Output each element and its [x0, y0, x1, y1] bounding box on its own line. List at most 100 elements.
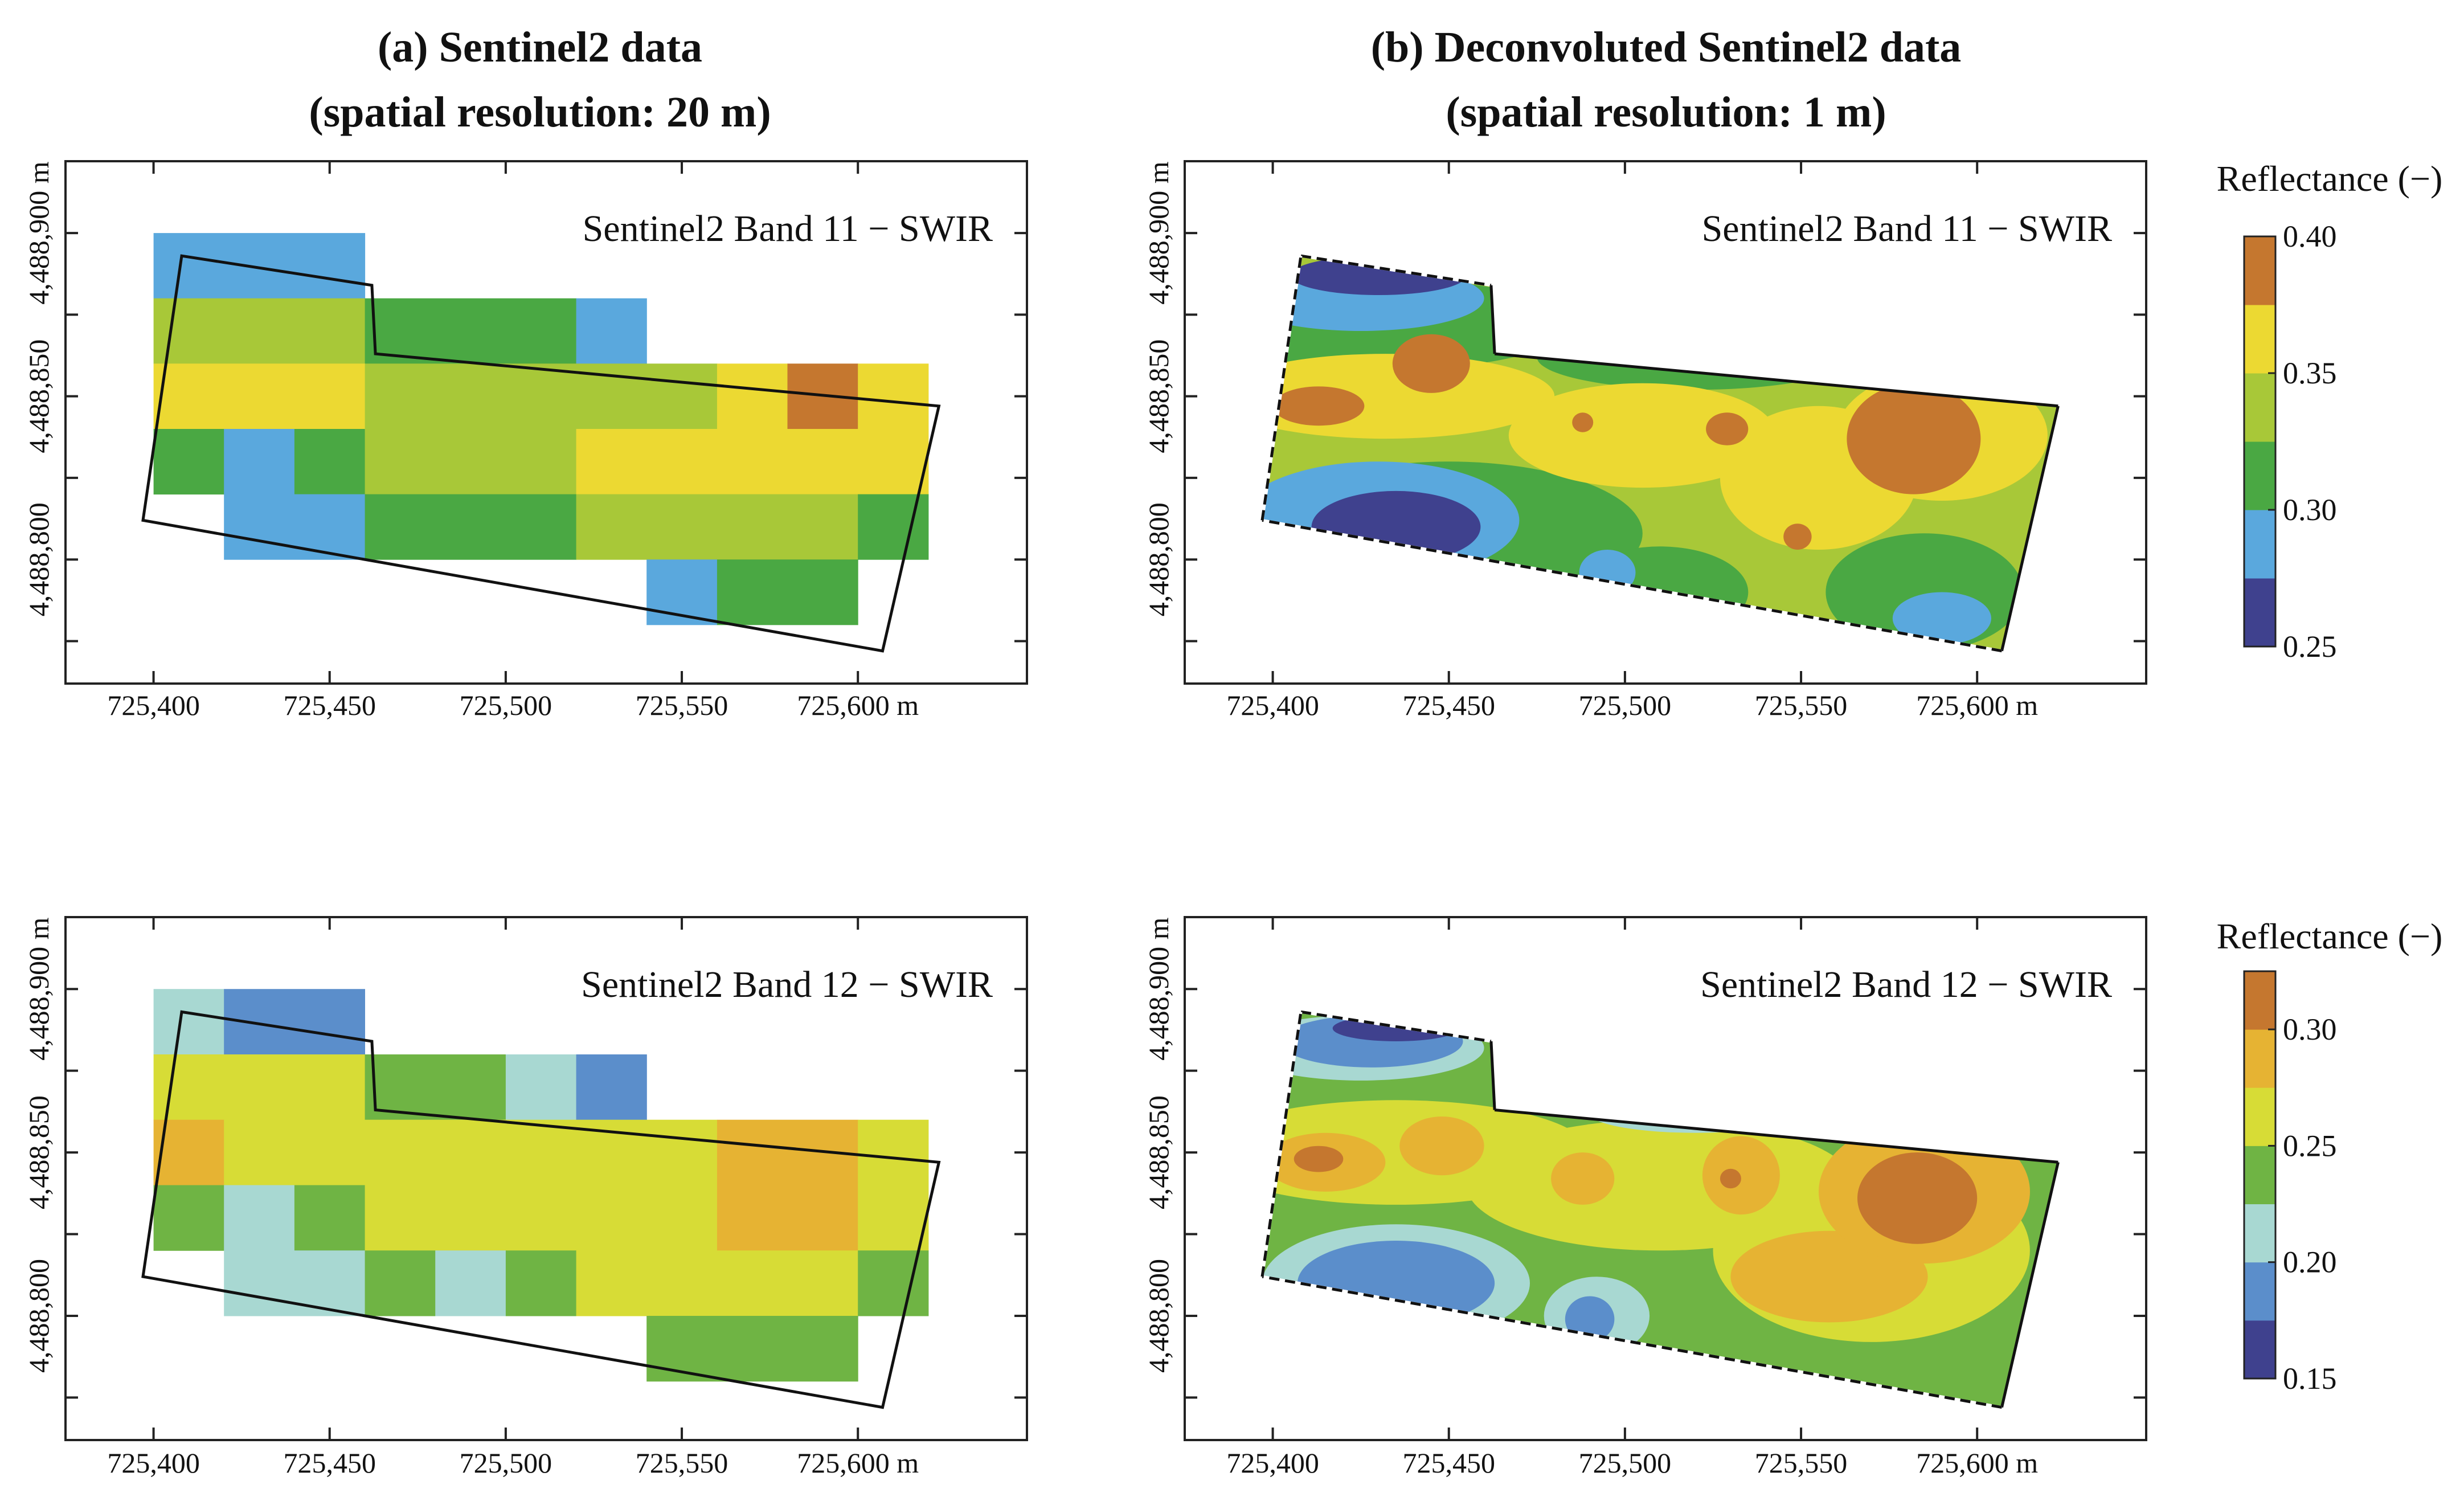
pixel-cell: [153, 1185, 224, 1251]
x-tick-label: 725,450: [1402, 689, 1495, 721]
x-tick-label: 725,400: [107, 689, 200, 721]
reflectance-region: [1399, 1116, 1484, 1176]
x-tick-label: 725,600 m: [1916, 689, 2038, 721]
reflectance-region: [1290, 256, 1467, 295]
x-tick-label: 725,400: [107, 1447, 200, 1479]
y-tick-label: 4,488,850: [1143, 340, 1174, 453]
pixel-cell: [505, 1250, 577, 1316]
y-tick-label: 4,488,800: [23, 502, 55, 616]
plot-frame: [1184, 916, 2147, 1441]
panel-band11-1m: Sentinel2 Band 11 − SWIR 725,400 725,450 72…: [1143, 158, 2442, 721]
colorbar-frame: [2243, 970, 2277, 1380]
pixel-cell: [576, 494, 858, 560]
pixel-cell: [717, 1185, 858, 1251]
pixel-cell: [576, 1250, 858, 1316]
colorbar-title: Reflectance (−): [2217, 916, 2443, 956]
reflectance-region: [1572, 412, 1594, 432]
y-tick-label: 4,488,900 m: [23, 161, 55, 304]
pixel-cell: [365, 494, 577, 560]
panel-band11-20m: Sentinel2 Band 11 − SWIR 725,400 725,450 72…: [23, 160, 1028, 721]
pixel-cell: [435, 1250, 506, 1316]
colorbar-bin: [2244, 1262, 2275, 1321]
pixel-cell: [858, 363, 929, 430]
colorbar-tick-label: 0.40: [2283, 219, 2337, 253]
plot-frame: [1184, 160, 2147, 685]
y-tick-label: 4,488,900 m: [23, 917, 55, 1061]
pixel-cell: [224, 494, 365, 560]
reflectance-region: [1688, 347, 1759, 367]
reflectance-region: [1311, 490, 1481, 563]
x-tick-label: 725,500: [1579, 1447, 1672, 1479]
colorbar-tick-label: 0.30: [2283, 493, 2337, 527]
pixel-cell: [153, 989, 224, 1055]
reflectance-region: [1857, 1152, 1978, 1244]
panel-label: Sentinel2 Band 11 − SWIR: [1702, 208, 2112, 250]
colorbar-tick-label: 0.20: [2283, 1245, 2337, 1279]
reflectance-region: [1706, 412, 1749, 445]
reflectance-surface: [1262, 1012, 2058, 1408]
colorbar-bin: [2244, 1029, 2275, 1088]
colorbar-bin: [2244, 1146, 2275, 1204]
pixel-cell: [505, 1054, 577, 1120]
pixel-cell: [153, 298, 366, 364]
pixel-cell: [717, 559, 858, 625]
pixel-cell: [365, 1250, 436, 1316]
reflectance-region: [1656, 1097, 1770, 1123]
field-boundary-edge: [2000, 1161, 2060, 1408]
column-title-b: (b) Deconvoluted Sentinel2 data (spatial…: [1371, 23, 1962, 136]
pixel-cell: [576, 429, 929, 495]
field-boundary-edge: [1262, 518, 2002, 653]
reflectance-region: [1892, 592, 1991, 645]
field-boundary: [141, 1010, 941, 1409]
x-tick-label: 725,450: [283, 1447, 376, 1479]
reflectance-region: [1551, 1152, 1615, 1205]
x-tick-label: 725,550: [1755, 689, 1848, 721]
field-boundary-edge: [1489, 1041, 1496, 1110]
column-title-a-line1: (a) Sentinel2 data: [378, 23, 702, 71]
pixel-cell: [224, 429, 295, 495]
colorbar-bin: [2244, 441, 2275, 510]
x-tick-label: 725,550: [636, 1447, 728, 1479]
pixel-cell: [153, 1054, 366, 1120]
field-boundary-edge: [1489, 285, 1496, 354]
pixel-cell: [576, 1054, 647, 1120]
panel-label: Sentinel2 Band 12 − SWIR: [581, 964, 993, 1005]
panel-band12-1m: Sentinel2 Band 12 − SWIR 725,400 725,450 72…: [1143, 916, 2442, 1479]
x-tick-label: 725,500: [460, 689, 552, 721]
colorbar-frame: [2243, 235, 2277, 648]
reflectance-region: [1702, 1136, 1780, 1215]
column-title-a: (a) Sentinel2 data (spatial resolution: …: [309, 23, 771, 136]
colorbar-bin: [2244, 1320, 2275, 1379]
pixel-grid: [153, 989, 929, 1382]
reflectance-region: [1720, 1168, 1741, 1189]
pixel-cell: [153, 233, 366, 299]
pixel-grid: [153, 233, 929, 625]
pixel-cell: [858, 1185, 929, 1251]
pixel-cell: [365, 1185, 718, 1251]
x-tick-label: 725,600 m: [1916, 1447, 2038, 1479]
y-tick-label: 4,488,800: [1143, 502, 1174, 616]
reflectance-region: [1508, 383, 1777, 488]
colorbar: Reflectance (−) 0.15 0.20 0.25 0.30: [2217, 916, 2443, 1396]
reflectance-region: [1783, 523, 1812, 550]
pixel-cell: [365, 1054, 506, 1120]
pixel-cell: [858, 494, 929, 560]
reflectance-region: [1272, 386, 1365, 426]
pixel-cell: [858, 1119, 929, 1185]
field-boundary-edge: [1260, 1012, 1303, 1277]
colorbar-bin: [2244, 1204, 2275, 1263]
pixel-cell: [224, 1119, 718, 1185]
colorbar-bin: [2244, 373, 2275, 442]
reflectance-region: [1262, 354, 1555, 439]
colorbar: Reflectance (−) 0.25 0.30 0.35 0.40: [2217, 158, 2443, 664]
x-tick-label: 725,500: [1579, 689, 1672, 721]
reflectance-region: [1590, 1093, 1802, 1133]
y-tick-label: 4,488,900 m: [1143, 917, 1174, 1061]
field-boundary-edge: [1260, 255, 1303, 521]
colorbar-bin: [2244, 305, 2275, 374]
colorbar-tick-label: 0.15: [2283, 1361, 2337, 1396]
reflectance-region: [1294, 1146, 1344, 1172]
pixel-cell: [224, 1185, 295, 1251]
panel-label: Sentinel2 Band 11 − SWIR: [583, 208, 993, 250]
